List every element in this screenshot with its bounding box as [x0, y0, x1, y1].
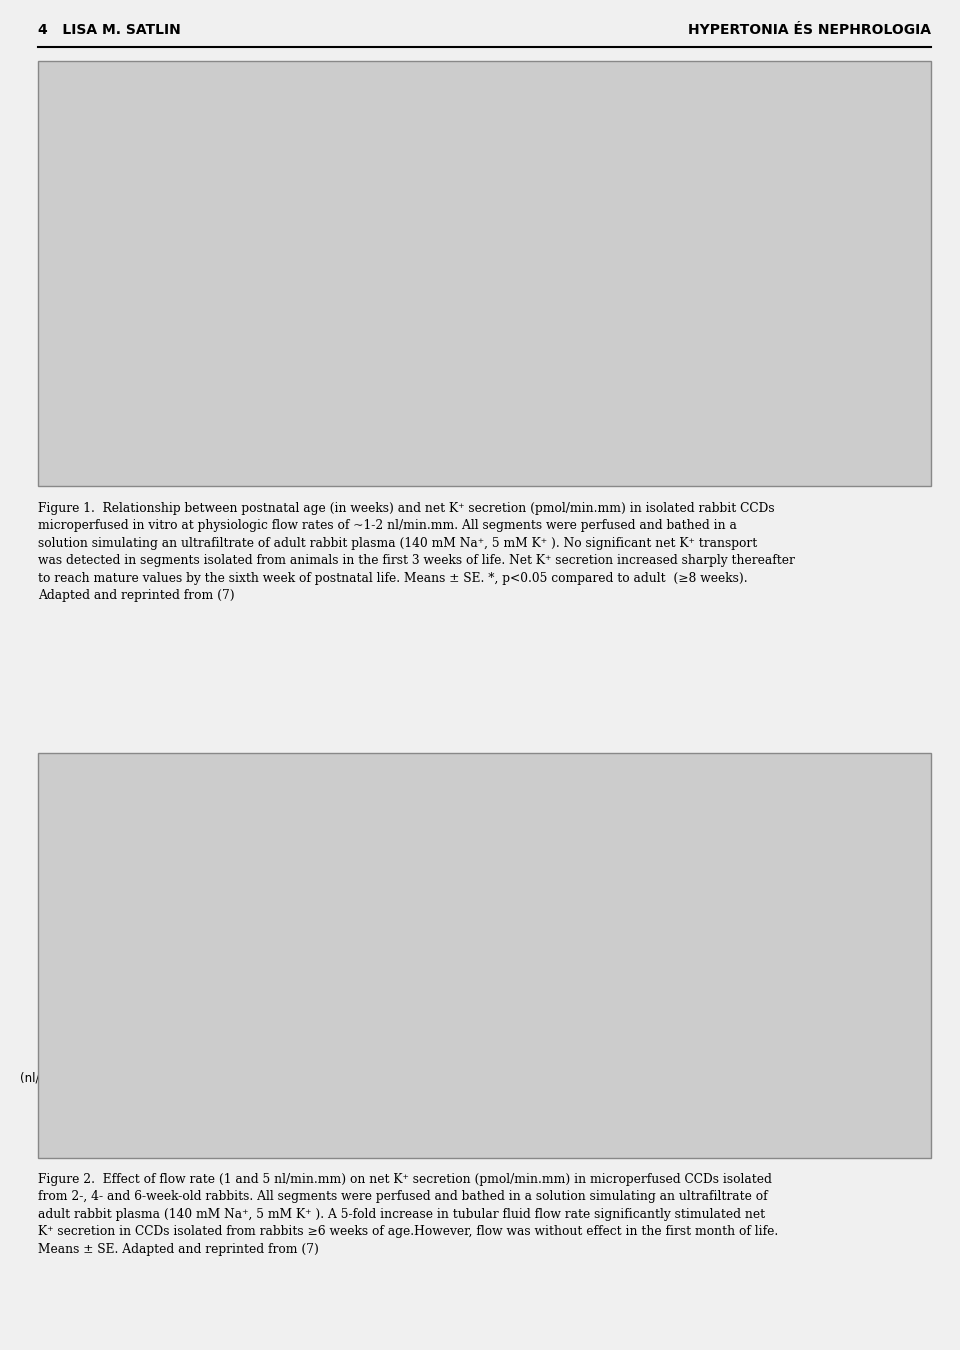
Bar — [658, 1002, 709, 1041]
Bar — [255, 1034, 307, 1041]
Bar — [219, 1037, 271, 1041]
Text: Figure 1.  Relationship between postnatal age (in weeks) and net K⁺ secretion (p: Figure 1. Relationship between postnatal… — [38, 502, 795, 602]
Text: 4 wks: 4 wks — [476, 1087, 515, 1099]
Text: rate of
K secretion
(pmol/min.mm): rate of K secretion (pmol/min.mm) — [43, 873, 85, 965]
Text: rate of
K secretion
(pmol/min.mm): rate of K secretion (pmol/min.mm) — [43, 194, 85, 288]
Bar — [363, 369, 414, 394]
Text: *: * — [463, 248, 470, 265]
Text: 2 wks: 2 wks — [256, 1087, 295, 1099]
Bar — [439, 1014, 490, 1041]
Text: flow rate: flow rate — [40, 1058, 93, 1072]
Text: 1: 1 — [267, 1060, 275, 1073]
Text: *: * — [384, 342, 392, 356]
Bar — [475, 1007, 526, 1041]
Text: 5: 5 — [522, 1060, 530, 1073]
Text: age: age — [68, 1087, 93, 1099]
Bar — [441, 289, 492, 394]
Bar — [206, 390, 257, 394]
Text: 4   LISA M. SATLIN: 4 LISA M. SATLIN — [38, 23, 181, 38]
Bar — [755, 208, 805, 394]
Text: 1: 1 — [706, 1060, 713, 1073]
Text: HYPERTONIA ÉS NEPHROLOGIA: HYPERTONIA ÉS NEPHROLOGIA — [688, 23, 931, 38]
Text: (nl/min.mm): (nl/min.mm) — [20, 1072, 93, 1084]
Text: +: + — [84, 895, 90, 903]
Text: *: * — [228, 367, 235, 382]
Text: 1: 1 — [486, 1060, 493, 1073]
Text: *: * — [306, 354, 314, 369]
Bar — [598, 202, 649, 394]
Text: 5: 5 — [742, 1060, 750, 1073]
Bar — [284, 378, 335, 394]
Text: +: + — [84, 212, 90, 221]
X-axis label: age (wks): age (wks) — [480, 440, 547, 454]
Text: Figure 2.  Effect of flow rate (1 and 5 nl/min.mm) on net K⁺ secretion (pmol/min: Figure 2. Effect of flow rate (1 and 5 n… — [38, 1173, 779, 1256]
Text: 5: 5 — [303, 1060, 311, 1073]
Bar — [695, 863, 746, 1041]
Text: 6+ wks: 6+ wks — [690, 1087, 739, 1099]
